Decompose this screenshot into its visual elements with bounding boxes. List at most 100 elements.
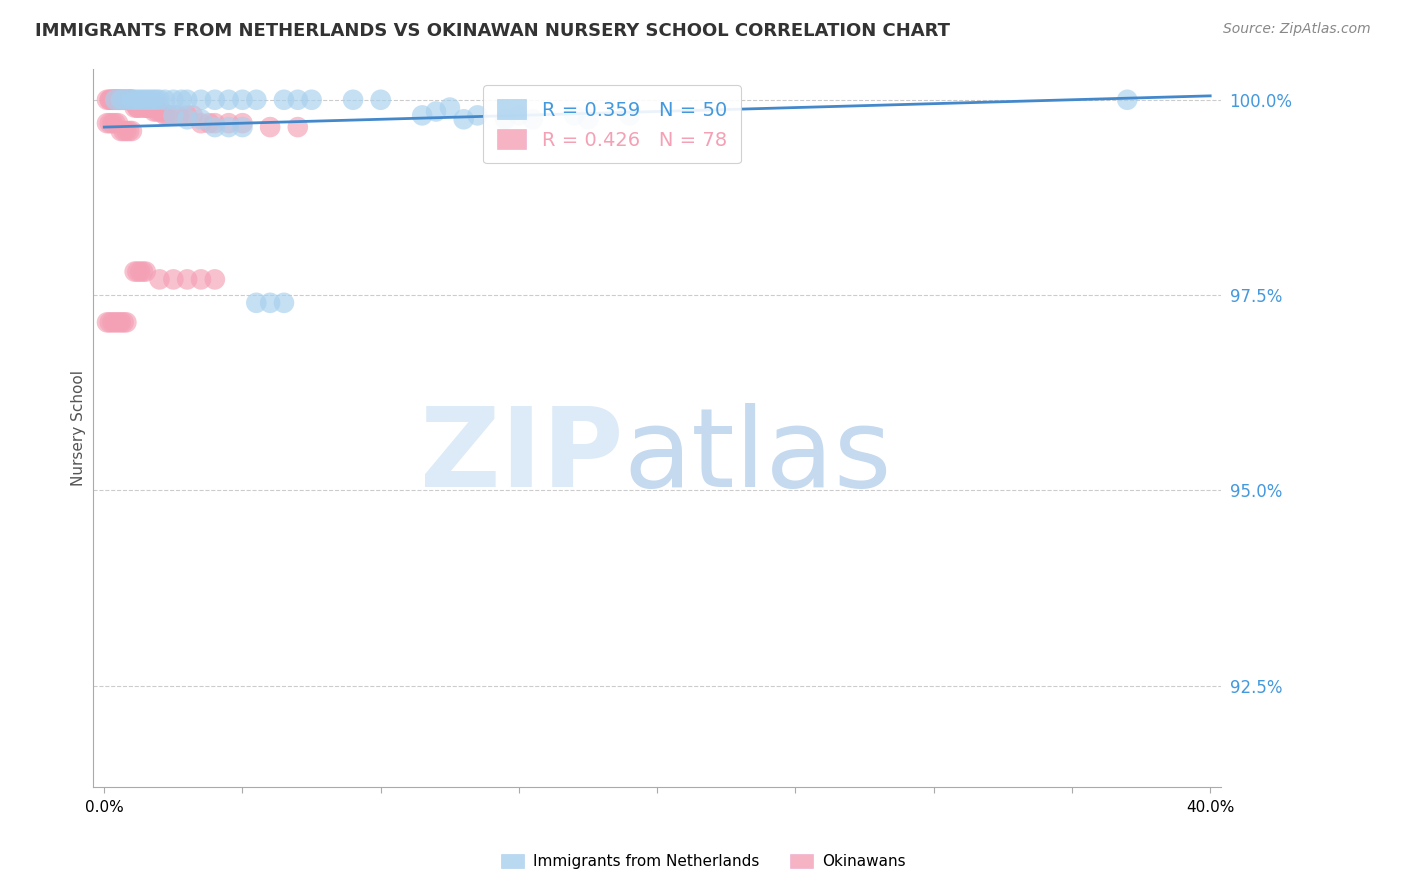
Point <box>259 120 281 134</box>
Point <box>107 315 129 329</box>
Point <box>98 315 121 329</box>
Point <box>153 108 176 122</box>
Point <box>118 93 141 107</box>
Point <box>141 93 163 107</box>
Point <box>135 101 157 115</box>
Point <box>138 101 160 115</box>
Point <box>101 315 124 329</box>
Point <box>112 315 135 329</box>
Point <box>121 93 143 107</box>
Point <box>576 112 599 127</box>
Point <box>522 112 544 127</box>
Point <box>104 93 127 107</box>
Point <box>98 116 121 130</box>
Point <box>135 101 157 115</box>
Point <box>453 112 475 127</box>
Point <box>190 272 212 286</box>
Point <box>198 116 221 130</box>
Point <box>132 101 155 115</box>
Point <box>162 272 184 286</box>
Point <box>118 93 141 107</box>
Point <box>101 93 124 107</box>
Point <box>204 93 226 107</box>
Point <box>162 108 184 122</box>
Point <box>115 315 138 329</box>
Text: IMMIGRANTS FROM NETHERLANDS VS OKINAWAN NURSERY SCHOOL CORRELATION CHART: IMMIGRANTS FROM NETHERLANDS VS OKINAWAN … <box>35 22 950 40</box>
Point <box>127 101 149 115</box>
Point <box>467 108 489 122</box>
Point <box>370 93 392 107</box>
Point <box>98 93 121 107</box>
Point <box>104 315 127 329</box>
Point <box>176 272 198 286</box>
Point <box>494 112 516 127</box>
Point <box>110 93 132 107</box>
Point <box>101 93 124 107</box>
Point <box>124 93 146 107</box>
Point <box>218 120 240 134</box>
Point <box>190 112 212 127</box>
Point <box>127 93 149 107</box>
Point <box>110 93 132 107</box>
Point <box>104 93 127 107</box>
Point <box>112 93 135 107</box>
Point <box>135 264 157 278</box>
Point <box>170 93 193 107</box>
Point <box>301 93 323 107</box>
Point <box>107 93 129 107</box>
Point <box>96 315 118 329</box>
Point <box>150 104 173 119</box>
Point <box>110 93 132 107</box>
Point <box>127 101 149 115</box>
Legend: R = 0.359   N = 50, R = 0.426   N = 78: R = 0.359 N = 50, R = 0.426 N = 78 <box>484 86 741 163</box>
Point <box>143 104 166 119</box>
Point <box>287 120 309 134</box>
Point <box>129 101 152 115</box>
Point <box>118 93 141 107</box>
Point <box>1116 93 1139 107</box>
Point <box>439 101 461 115</box>
Point <box>176 112 198 127</box>
Point <box>135 93 157 107</box>
Point <box>124 264 146 278</box>
Point <box>148 104 170 119</box>
Point <box>112 124 135 138</box>
Point <box>562 108 585 122</box>
Point <box>121 93 143 107</box>
Point <box>107 93 129 107</box>
Point <box>342 93 364 107</box>
Point <box>115 93 138 107</box>
Point <box>411 108 433 122</box>
Y-axis label: Nursery School: Nursery School <box>72 370 86 486</box>
Point <box>132 264 155 278</box>
Point <box>101 93 124 107</box>
Point <box>508 108 530 122</box>
Point <box>143 93 166 107</box>
Point <box>141 101 163 115</box>
Point <box>204 272 226 286</box>
Point <box>167 108 190 122</box>
Point <box>98 93 121 107</box>
Point <box>146 93 169 107</box>
Point <box>115 93 138 107</box>
Point <box>107 116 129 130</box>
Point <box>112 93 135 107</box>
Point <box>115 124 138 138</box>
Text: atlas: atlas <box>623 403 891 510</box>
Point <box>148 93 170 107</box>
Text: Source: ZipAtlas.com: Source: ZipAtlas.com <box>1223 22 1371 37</box>
Point <box>153 93 176 107</box>
Point <box>96 93 118 107</box>
Point <box>162 108 184 122</box>
Point <box>107 93 129 107</box>
Point <box>176 93 198 107</box>
Point <box>104 116 127 130</box>
Point <box>124 96 146 111</box>
Point <box>121 93 143 107</box>
Legend: Immigrants from Netherlands, Okinawans: Immigrants from Netherlands, Okinawans <box>495 848 911 875</box>
Point <box>162 93 184 107</box>
Point <box>127 264 149 278</box>
Point <box>425 104 447 119</box>
Point <box>181 108 204 122</box>
Point <box>245 93 267 107</box>
